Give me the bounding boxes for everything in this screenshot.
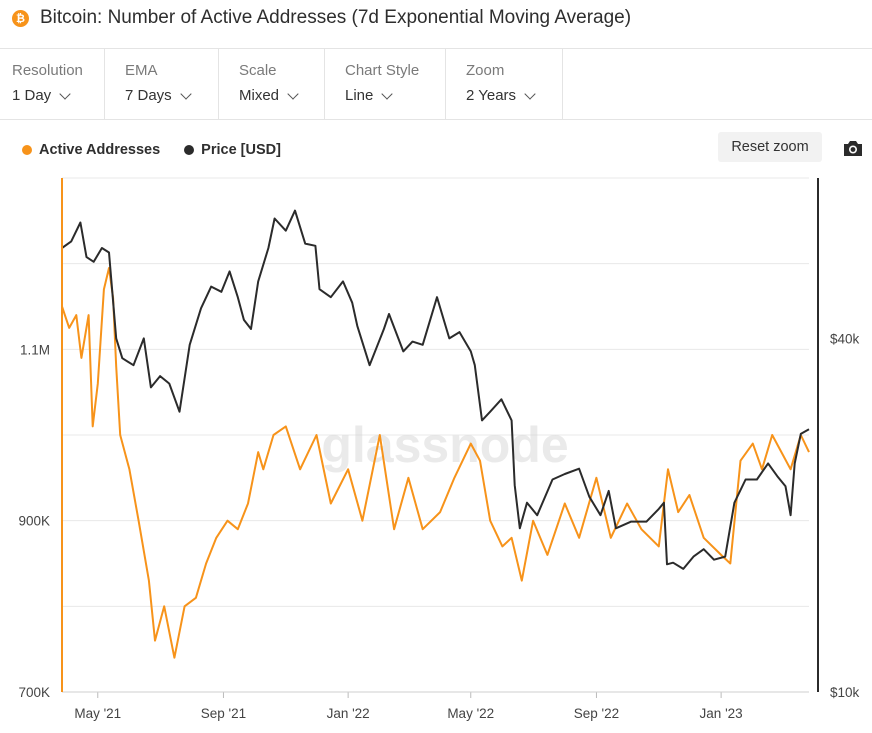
zoom-label: Zoom — [466, 62, 505, 79]
price-line — [61, 209, 810, 570]
chart-legend: Active Addresses Price [USD] — [22, 142, 281, 158]
x-tick-label: May '22 — [447, 706, 494, 721]
chart-style-label: Chart Style — [345, 62, 420, 79]
chart-style-dropdown[interactable]: Chart Style Line — [325, 49, 446, 119]
y-right-tick-label: $40k — [830, 331, 860, 346]
y-right-tick-label: $10k — [830, 685, 860, 700]
legend-label: Active Addresses — [39, 142, 161, 158]
controls-toolbar: Resolution 1 Day EMA 7 Days Scale Mixed … — [0, 48, 872, 120]
reset-zoom-button[interactable]: Reset zoom — [718, 132, 822, 162]
legend-label: Price [USD] — [201, 142, 281, 158]
ema-value: 7 Days — [125, 87, 192, 104]
legend-item-price[interactable]: Price [USD] — [184, 142, 281, 158]
camera-icon[interactable] — [842, 138, 864, 158]
resolution-label: Resolution — [12, 62, 83, 79]
scale-dropdown[interactable]: Scale Mixed — [219, 49, 325, 119]
ema-label: EMA — [125, 62, 158, 79]
watermark: glassnode — [321, 417, 568, 473]
chart-series — [61, 209, 810, 659]
zoom-value: 2 Years — [466, 87, 536, 104]
legend-item-active-addresses[interactable]: Active Addresses — [22, 142, 160, 158]
scale-value: Mixed — [239, 87, 299, 104]
zoom-dropdown[interactable]: Zoom 2 Years — [446, 49, 563, 119]
x-tick-label: Sep '21 — [201, 706, 246, 721]
x-tick-label: Jan '23 — [700, 706, 743, 721]
bitcoin-icon: ₿ — [12, 10, 29, 27]
y-left-tick-label: 700K — [18, 685, 50, 700]
x-tick-label: Sep '22 — [574, 706, 619, 721]
y-left-tick-label: 1.1M — [20, 342, 50, 357]
title-bar: ₿ Bitcoin: Number of Active Addresses (7… — [0, 0, 872, 36]
ema-dropdown[interactable]: EMA 7 Days — [105, 49, 219, 119]
resolution-dropdown[interactable]: Resolution 1 Day — [0, 49, 105, 119]
legend-dot-icon — [184, 145, 195, 155]
chart-style-value: Line — [345, 87, 394, 104]
legend-dot-icon — [22, 145, 32, 155]
x-tick-label: May '21 — [74, 706, 121, 721]
scale-label: Scale — [239, 62, 277, 79]
x-tick-label: Jan '22 — [327, 706, 370, 721]
y-left-tick-label: 900K — [18, 514, 50, 529]
resolution-value: 1 Day — [12, 87, 71, 104]
chart-title: Bitcoin: Number of Active Addresses (7d … — [40, 7, 632, 28]
active-addresses-line — [61, 267, 810, 659]
chart-axes: 700K 900K 1.1M $10k $40k May '21 Sep '21 Jan '2… — [18, 178, 860, 721]
